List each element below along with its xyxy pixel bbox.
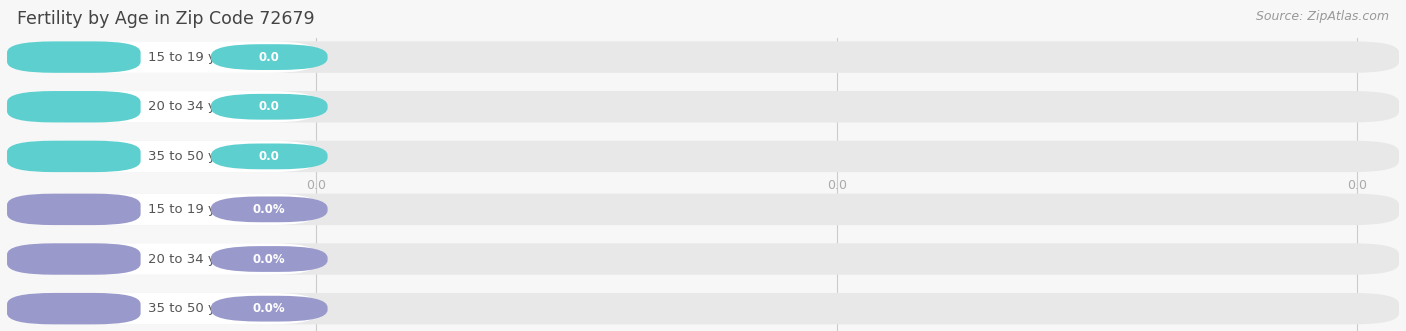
FancyBboxPatch shape [211,246,328,272]
FancyBboxPatch shape [7,243,141,275]
Text: 35 to 50 years: 35 to 50 years [148,302,245,315]
FancyBboxPatch shape [7,91,141,122]
Text: Fertility by Age in Zip Code 72679: Fertility by Age in Zip Code 72679 [17,10,315,28]
Text: 0.0: 0.0 [259,150,280,163]
FancyBboxPatch shape [7,41,316,73]
Text: Source: ZipAtlas.com: Source: ZipAtlas.com [1256,10,1389,23]
FancyBboxPatch shape [27,41,1399,73]
FancyBboxPatch shape [7,41,141,73]
FancyBboxPatch shape [7,194,316,225]
Text: 20 to 34 years: 20 to 34 years [148,253,245,265]
FancyBboxPatch shape [27,243,1399,275]
FancyBboxPatch shape [211,197,328,222]
FancyBboxPatch shape [211,44,328,70]
FancyBboxPatch shape [7,293,141,324]
FancyBboxPatch shape [7,91,316,122]
Text: 0.0%: 0.0% [253,302,285,315]
FancyBboxPatch shape [27,293,1399,324]
FancyBboxPatch shape [27,194,1399,225]
Text: 0.0: 0.0 [307,179,326,192]
FancyBboxPatch shape [7,141,316,172]
Text: 0.0: 0.0 [1347,179,1367,192]
FancyBboxPatch shape [7,293,316,324]
FancyBboxPatch shape [27,91,1399,122]
FancyBboxPatch shape [211,296,328,321]
FancyBboxPatch shape [7,243,316,275]
Text: 0.0%: 0.0% [253,203,285,216]
FancyBboxPatch shape [27,141,1399,172]
FancyBboxPatch shape [211,94,328,119]
Text: 15 to 19 years: 15 to 19 years [148,203,245,216]
FancyBboxPatch shape [211,144,328,169]
Text: 20 to 34 years: 20 to 34 years [148,100,245,113]
Text: 0.0%: 0.0% [253,253,285,265]
Text: 15 to 19 years: 15 to 19 years [148,51,245,64]
Text: 35 to 50 years: 35 to 50 years [148,150,245,163]
Text: 0.0: 0.0 [259,100,280,113]
Text: 0.0: 0.0 [827,179,846,192]
Text: 0.0: 0.0 [259,51,280,64]
FancyBboxPatch shape [7,141,141,172]
FancyBboxPatch shape [7,194,141,225]
